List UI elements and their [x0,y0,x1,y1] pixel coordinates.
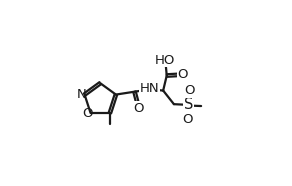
Text: N: N [77,88,86,101]
Text: HO: HO [155,54,175,67]
Text: O: O [184,84,194,97]
Text: HN: HN [140,82,159,95]
Text: O: O [182,113,193,126]
Text: O: O [177,68,188,81]
Text: O: O [133,102,144,115]
Text: S: S [184,97,193,112]
Text: O: O [82,107,93,120]
